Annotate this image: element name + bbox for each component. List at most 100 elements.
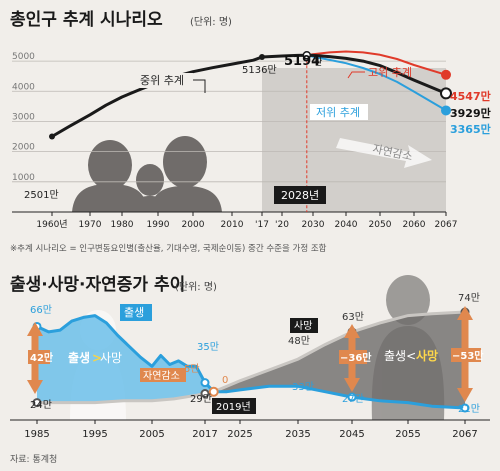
- series-end-point: [441, 69, 451, 80]
- footnote: ※추계 시나리오 = 인구변동요인별(출산율, 기대수명, 국제순이동) 중간 …: [10, 243, 327, 254]
- low-scenario-label: 저위 추계: [316, 106, 360, 119]
- mid-end-value: 3929만: [450, 106, 491, 120]
- zero-crossing-value: 0: [222, 375, 228, 386]
- crossover-point: [208, 386, 219, 397]
- x-tick-label: 1990: [147, 220, 170, 230]
- low-label-bg: [310, 104, 368, 120]
- series-line-1: [306, 50, 447, 76]
- y-tick-label: 5000: [12, 52, 35, 62]
- birth-gt-death-tail: 사망: [100, 351, 122, 365]
- x-tick-label: 2050: [369, 220, 392, 230]
- mid-label-bg: [133, 73, 193, 88]
- cross-year-text: 2019년: [216, 401, 251, 413]
- chart2-lines: [32, 307, 470, 413]
- chart1-title: 총인구 추계 시나리오: [10, 10, 163, 30]
- chart2-unit: (단위: 명): [175, 280, 217, 293]
- x-tick-label: 1960년: [36, 219, 67, 230]
- source-note: 자료: 통계청: [10, 453, 57, 465]
- death-line: [37, 310, 466, 405]
- x-tick-label: 2055: [395, 429, 420, 440]
- death-tag: 사망: [294, 320, 312, 332]
- birth-point: [347, 392, 357, 402]
- mid-leader-line: [193, 79, 206, 93]
- birth-point: [460, 403, 470, 413]
- birth-tag: 출생: [124, 306, 144, 319]
- birth-2035-value: 33만: [292, 381, 314, 393]
- x-tick-label: 2025: [227, 429, 252, 440]
- x-tick-label: 2017: [192, 429, 217, 440]
- natural-decrease-tag-bg: [140, 368, 186, 382]
- death-1985-value: 24만: [30, 399, 52, 411]
- family-silhouette: [72, 136, 222, 212]
- series-end-point: [440, 87, 452, 100]
- y-tick-label: 1000: [12, 173, 35, 183]
- peak-value-label: 5194: [284, 54, 320, 69]
- gap-arrow-2045: [339, 324, 367, 392]
- birth-2017-value: 35만: [197, 341, 219, 353]
- decline-arrow-icon: [336, 138, 432, 168]
- start-point: [49, 133, 55, 140]
- death-tag-bg: [290, 318, 318, 333]
- death-point: [200, 389, 210, 399]
- peak-point: [302, 51, 312, 60]
- x-tick-label: 2005: [139, 429, 164, 440]
- x-tick-label: 2030: [302, 220, 325, 230]
- series-end-point: [441, 105, 451, 116]
- x-tick-label: 1985: [24, 429, 49, 440]
- x-tick-label: 1980: [111, 220, 134, 230]
- x-tick-label: 2040: [335, 220, 358, 230]
- birth-2045-value: 27만: [342, 393, 364, 405]
- birth-tag-bg: [120, 304, 152, 321]
- birth-2067-value: 21만: [458, 403, 480, 415]
- y-tick-label: 3000: [12, 112, 35, 122]
- x-tick-label: 2067: [452, 429, 477, 440]
- gap-1985-label: 42만: [30, 351, 54, 364]
- y-tick-label: 2000: [12, 143, 35, 153]
- birth-1985-value: 66만: [30, 304, 52, 316]
- chart1-unit: (단위: 명): [190, 15, 232, 28]
- value-2017-label: 5136만: [242, 64, 277, 76]
- high-leader-line: [347, 71, 365, 79]
- death-2035-value: 48만: [288, 335, 310, 347]
- birth-gt-death-head: 출생: [68, 350, 90, 365]
- peak-year-text: 2028년: [281, 189, 319, 202]
- x-tick-label: 2000: [182, 220, 205, 230]
- birth-line: [36, 314, 466, 410]
- chart1-lines: [49, 50, 452, 140]
- x-tick-label: 1970: [79, 220, 102, 230]
- point-2017: [259, 54, 265, 61]
- cross-year-badge: [212, 398, 256, 414]
- start-value-label: 2501만: [24, 189, 59, 201]
- chart1-axis: 1960년 1970 1980 1990 2000 2010 '17 '20 2030 2040 2…: [36, 55, 457, 230]
- x-tick-label: 1995: [82, 429, 107, 440]
- gap-2045-label: −36만: [340, 351, 372, 364]
- x-tick-label: 2035: [285, 429, 310, 440]
- chart2-axis: 1985 1995 2005 2017 2025 2035 2045 2055 2067: [10, 419, 490, 440]
- birth-point: [200, 378, 210, 388]
- death-2067-value: 74만: [458, 292, 480, 304]
- death-point: [32, 398, 42, 408]
- peak-unit-label: 만: [314, 57, 322, 68]
- series-line-0: [51, 53, 447, 138]
- death-gt-birth-tail: 사망: [416, 348, 438, 363]
- x-tick-label: 2067: [435, 220, 458, 230]
- high-end-value: 4547만: [450, 89, 491, 103]
- gap-arrow-2067: [451, 306, 481, 402]
- death-gt-birth-head: 출생<: [384, 349, 416, 363]
- series-line-2: [306, 54, 447, 112]
- x-tick-label: '17: [255, 220, 269, 230]
- low-end-value: 3365만: [450, 122, 491, 136]
- gap-2067-label: −53만: [452, 349, 484, 362]
- natural-decrease-tag: 자연감소: [143, 370, 180, 382]
- mid-scenario-label: 중위 추계: [140, 74, 184, 87]
- chart1-grid: 5000 4000 3000 2000 1000: [12, 52, 446, 213]
- peak-year-badge: [274, 186, 326, 204]
- x-tick-label: 2010: [221, 220, 244, 230]
- x-tick-label: '20: [275, 220, 289, 230]
- y-tick-label: 4000: [12, 82, 35, 92]
- x-tick-label: 2060: [403, 220, 426, 230]
- death-2045-value: 63만: [342, 311, 364, 323]
- high-scenario-label: 고위 추계: [368, 66, 412, 79]
- chart2-title: 출생·사망·자연증가 추이: [10, 275, 185, 295]
- birth-gt-death-sym: >: [92, 351, 102, 365]
